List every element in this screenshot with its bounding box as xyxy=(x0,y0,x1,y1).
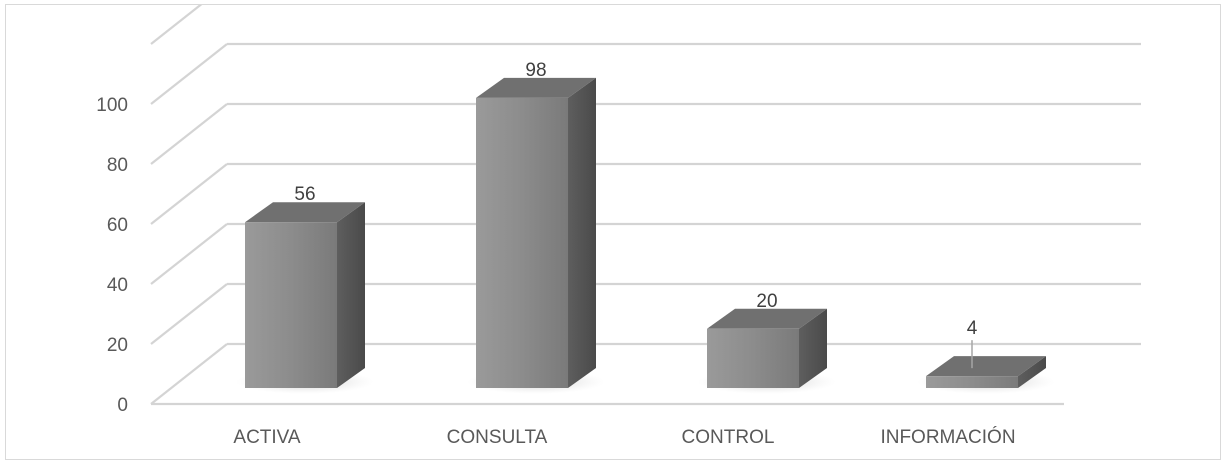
y-tick-20: 20 xyxy=(107,335,128,356)
bar-información xyxy=(917,356,1055,394)
data-labels: 56 98 20 4 xyxy=(294,60,978,369)
y-tick-80: 80 xyxy=(107,155,128,176)
data-label-activa: 56 xyxy=(294,184,315,205)
bars xyxy=(236,77,1055,394)
bar-chart: 0 20 40 60 80 100 56 98 20 4 ACTIVA CONSULTA CONTR… xyxy=(96,5,1141,448)
y-tick-60: 60 xyxy=(107,215,128,236)
gridline-20 xyxy=(150,282,1141,345)
y-tick-100: 100 xyxy=(96,95,128,116)
bar-consulta xyxy=(467,77,605,394)
x-category-control: CONTROL xyxy=(682,427,775,448)
y-tick-40: 40 xyxy=(107,275,128,296)
bar-activa xyxy=(236,202,374,394)
gridline-top xyxy=(150,5,203,45)
gridline-60 xyxy=(150,162,1141,225)
x-category-activa: ACTIVA xyxy=(233,427,301,448)
bar-control xyxy=(698,308,836,394)
chart-frame: 0 20 40 60 80 100 56 98 20 4 ACTIVA CONSULTA CONTR… xyxy=(5,4,1221,460)
data-label-información: 4 xyxy=(967,318,978,339)
gridline-80 xyxy=(150,102,1141,165)
data-label-consulta: 98 xyxy=(525,60,546,81)
gridline-100 xyxy=(150,42,1141,105)
gridlines xyxy=(150,5,1141,406)
y-axis-tick-labels: 0 20 40 60 80 100 xyxy=(96,95,128,416)
y-tick-0: 0 xyxy=(117,395,128,416)
x-axis-category-labels: ACTIVA CONSULTA CONTROL INFORMACIÓN xyxy=(233,426,1015,448)
gridline-0 xyxy=(150,342,1141,405)
data-label-control: 20 xyxy=(756,291,777,312)
x-category-información: INFORMACIÓN xyxy=(880,426,1015,448)
x-category-consulta: CONSULTA xyxy=(447,427,548,448)
gridline-40 xyxy=(150,222,1141,285)
